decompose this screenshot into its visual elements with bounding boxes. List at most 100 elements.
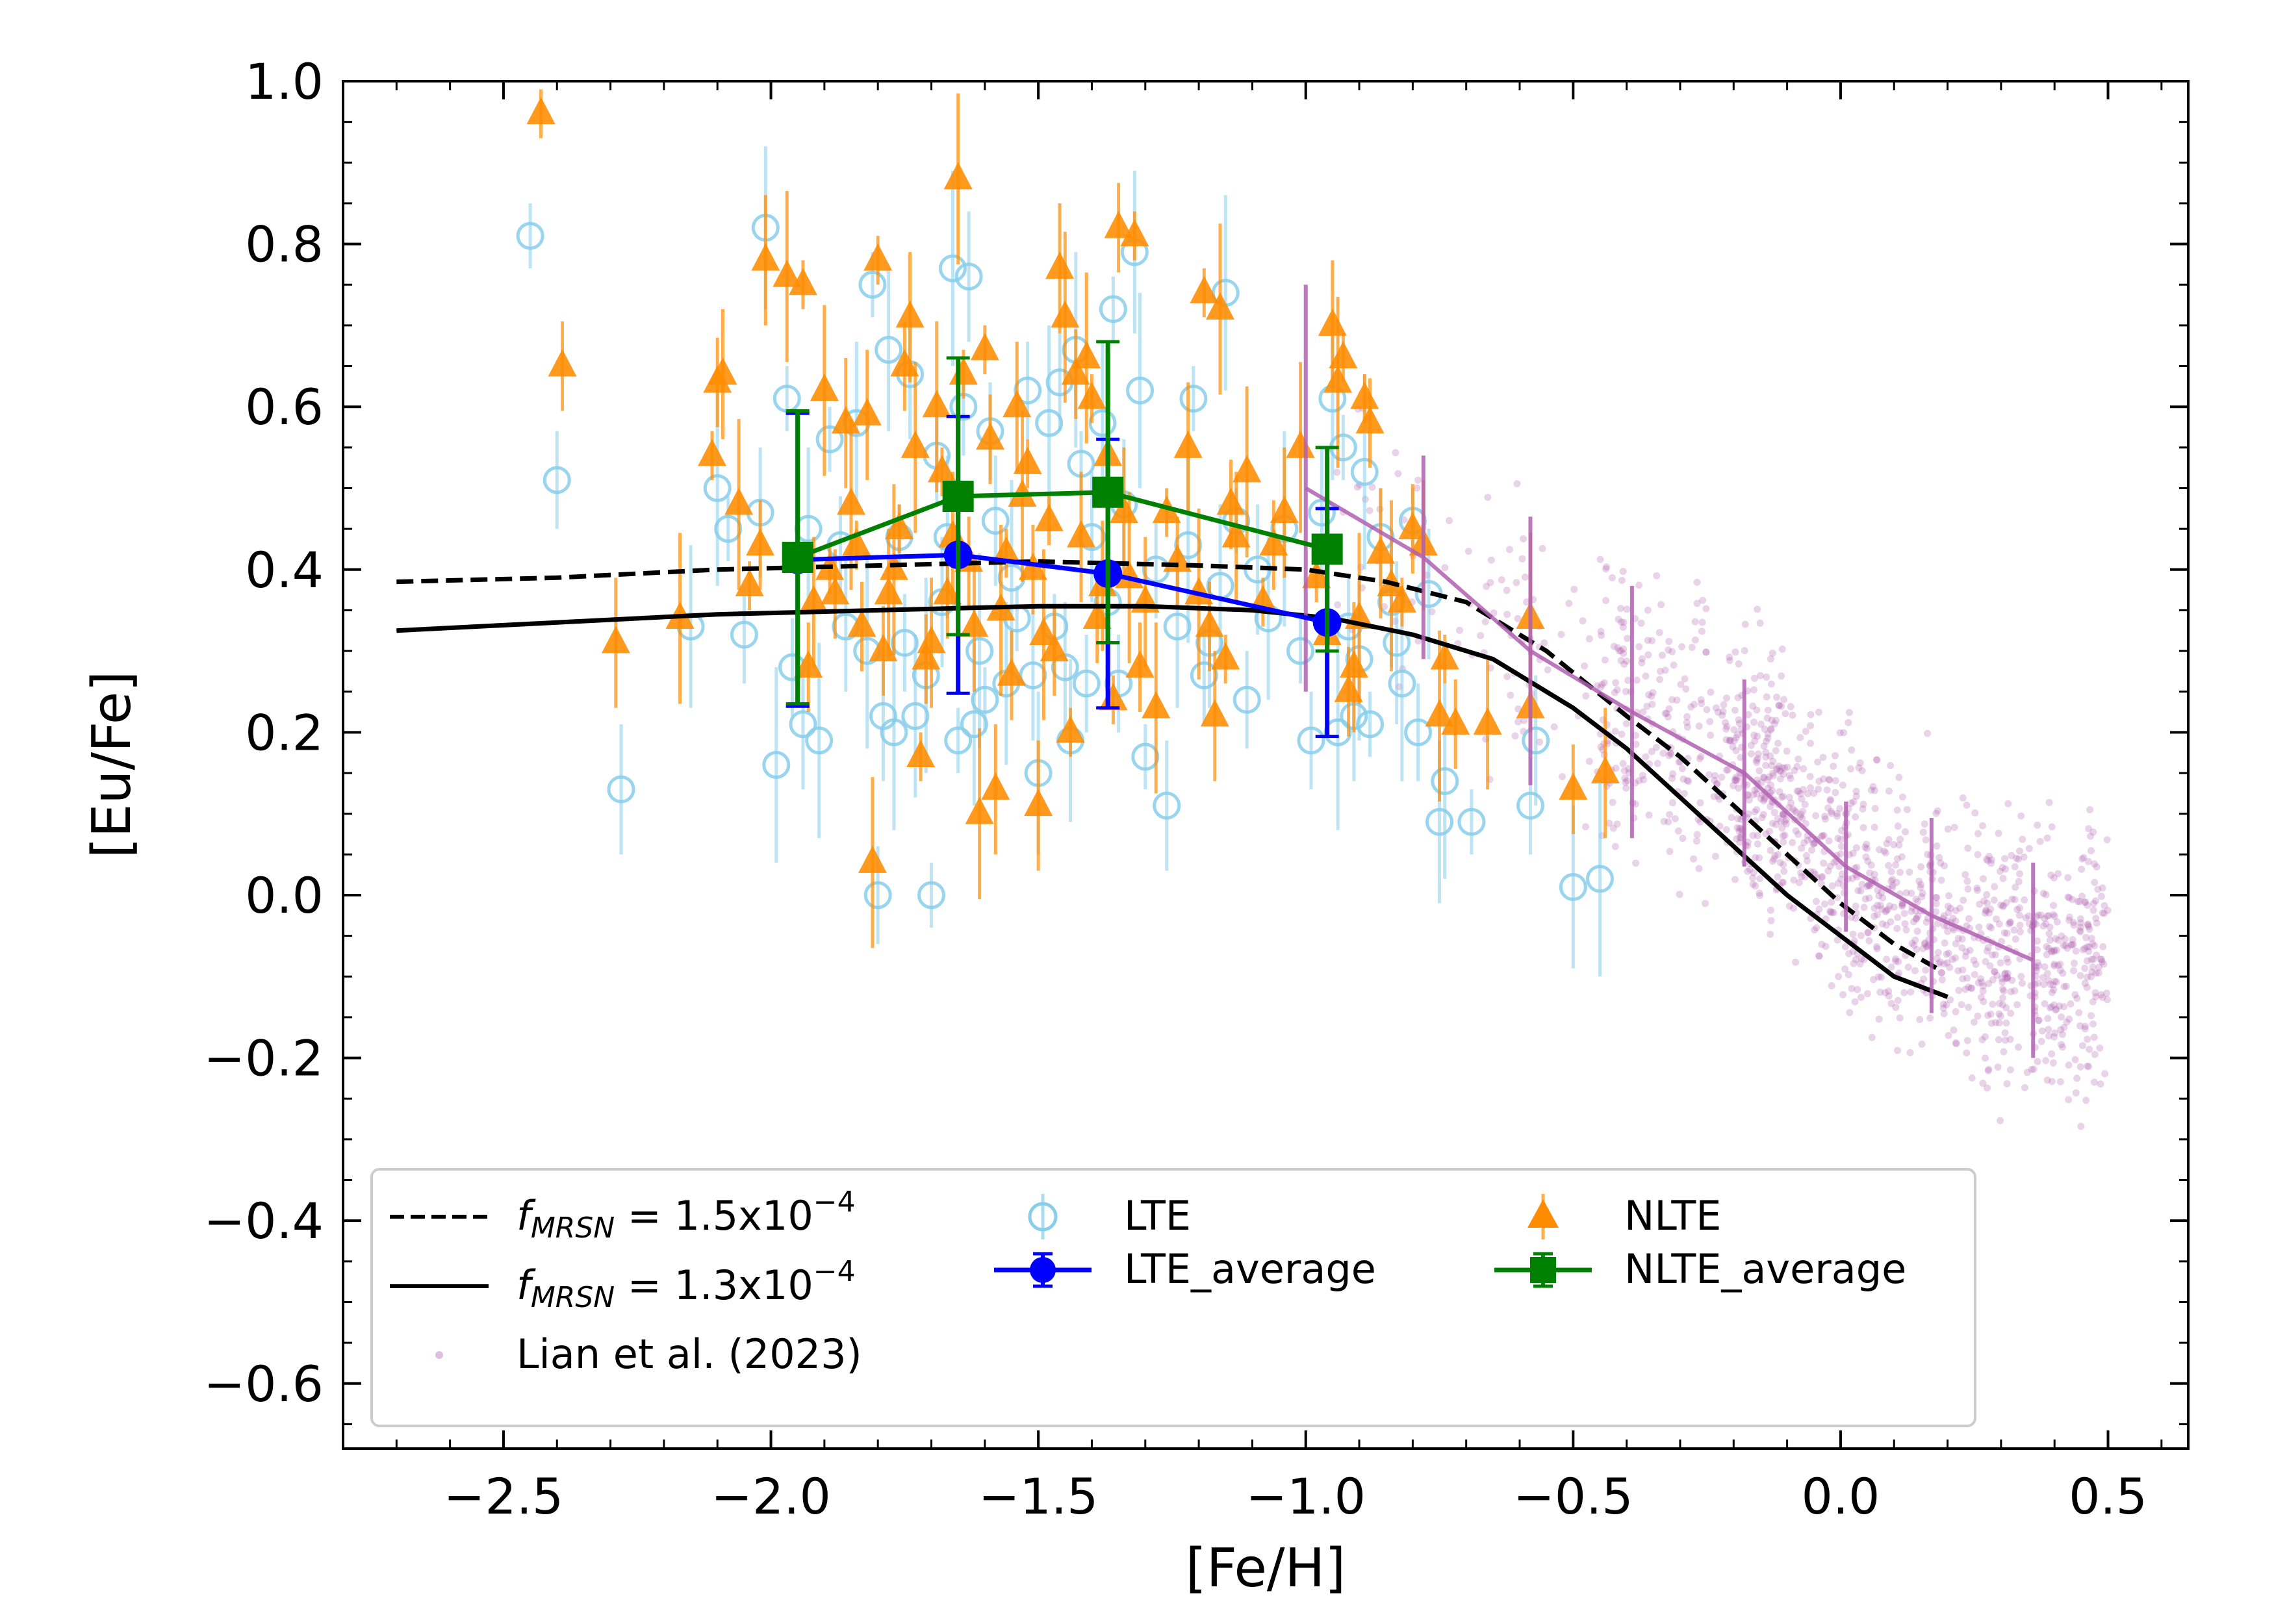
lian-point [1414, 476, 1422, 484]
legend: fMRSN = 1.5x10−4 fMRSN = 1.3x10−4 Lian e… [370, 1168, 1976, 1427]
lian-point [2059, 969, 2067, 977]
lian-point [1800, 765, 1808, 772]
lian-point [1703, 706, 1711, 713]
nlte-point [698, 438, 726, 466]
lian-point [1944, 825, 1952, 833]
nlte-point [852, 398, 882, 425]
lian-point [1987, 906, 1995, 913]
lian-point [1923, 943, 1930, 950]
lian-point [1744, 711, 1752, 718]
lian-point [2006, 918, 2014, 926]
lian-point [1677, 681, 1685, 689]
lian-point [1974, 979, 1982, 987]
lian-point [1936, 958, 1944, 966]
lian-point [1857, 932, 1865, 939]
lian-point [1618, 577, 1626, 584]
lian-point [1759, 774, 1767, 781]
lian-point [1917, 883, 1924, 891]
lian-point [2047, 871, 2055, 879]
lian-point [1637, 619, 1645, 627]
lian-point [1813, 924, 1820, 932]
lian-point [1997, 1012, 2004, 1020]
nlte-point [927, 455, 956, 483]
lian-point [1866, 869, 1874, 877]
lian-point [2060, 941, 2067, 949]
lian-point [1613, 820, 1621, 828]
lte-point [730, 620, 758, 649]
lte-point [1072, 669, 1101, 698]
lian-point [1987, 859, 1995, 867]
lian-point [1640, 776, 1648, 783]
lian-point [1857, 993, 1865, 1001]
lian-point [2054, 870, 2062, 878]
lian-point [2043, 1076, 2051, 1084]
lian-point [1776, 788, 1783, 796]
lian-point [2074, 898, 2082, 906]
lian-point [1780, 696, 1787, 704]
lian-point [1645, 691, 1653, 699]
lian-point [1757, 779, 1765, 787]
lian-point [1924, 850, 1932, 858]
lte-point [890, 629, 919, 657]
lian-point [1756, 875, 1764, 883]
lian-point [1619, 624, 1627, 631]
lian-point [1823, 786, 1831, 794]
lian-point [1756, 889, 1763, 897]
lian-point [1962, 948, 1970, 956]
lian-point [1867, 861, 1875, 869]
lian-point [2073, 1074, 2081, 1082]
lian-point [1818, 941, 1826, 948]
nlte-point [1329, 341, 1358, 369]
lian-point [1795, 879, 1803, 887]
lian-point [2089, 906, 2097, 914]
lian-point [2088, 1012, 2095, 1020]
lian-point [1760, 742, 1768, 750]
lian-point [1733, 824, 1741, 831]
lian-point [1986, 922, 1993, 930]
lian-point [1507, 691, 1514, 699]
svg-text:NLTE: NLTE [1624, 1192, 1721, 1239]
lian-point [1668, 774, 1676, 782]
lian-point [2011, 863, 2019, 870]
lian-point [1413, 484, 1421, 492]
lian-point [1785, 794, 1793, 801]
lian-point [1846, 765, 1854, 773]
nlte-point [885, 512, 914, 540]
lian-point [1922, 836, 1930, 844]
lian-point [1826, 862, 1834, 870]
lian-point [1735, 824, 1743, 832]
lian-point [1848, 746, 1856, 754]
lian-point [1956, 904, 1963, 912]
lian-point [1824, 804, 1832, 812]
lian-point [1932, 809, 1940, 817]
nlte-point [1034, 503, 1064, 531]
lian-point [1859, 805, 1867, 813]
lian-point [1652, 744, 1660, 751]
lian-point [1753, 706, 1761, 714]
lian-point [2071, 991, 2079, 998]
lian-point [2019, 835, 2026, 843]
lian-point [2013, 1001, 2021, 1009]
lian-point [1807, 722, 1814, 730]
lian-point [1760, 774, 1768, 781]
lian-point [1711, 772, 1718, 780]
lian-point [1990, 896, 1998, 904]
lian-point [1998, 974, 2006, 982]
lian-point [1632, 859, 1640, 867]
lian-point [1853, 863, 1861, 871]
lian-point [1612, 765, 1620, 772]
lian-point [1793, 787, 1801, 795]
lian-point [2002, 975, 2010, 982]
lian-point [1484, 494, 1492, 501]
lian-point [1728, 814, 1735, 821]
nlte-point [912, 642, 941, 670]
lian-point [1983, 947, 1991, 955]
nlte-point [1206, 292, 1235, 320]
lian-point [1764, 730, 1772, 738]
lian-point [1987, 924, 1995, 932]
lian-point [1731, 876, 1739, 883]
lte-point [1233, 685, 1261, 714]
lian-point [1795, 830, 1802, 838]
y-tick-label: 1.0 [245, 53, 324, 110]
lian-point [1839, 991, 1847, 998]
